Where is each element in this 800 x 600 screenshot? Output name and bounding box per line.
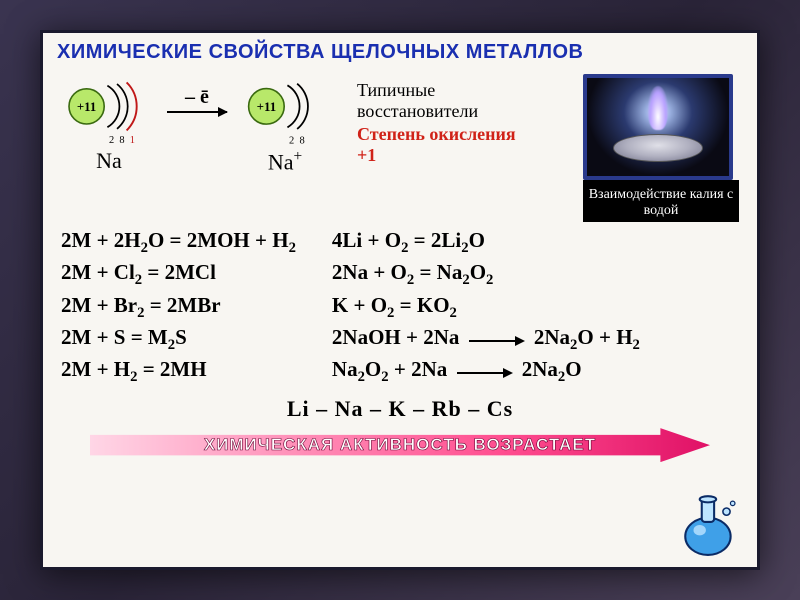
svg-text:2: 2 (109, 135, 114, 146)
flame-icon (648, 86, 668, 130)
equation: K + O2 = KO2 (332, 293, 640, 322)
arrow-line-icon (167, 111, 227, 113)
flask-icon (677, 491, 743, 557)
atom-na: +11 2 8 1 Na (61, 74, 157, 174)
descriptor-block: Типичные восстановители Степень окислени… (357, 80, 527, 166)
equations-col-left: 2M + 2H2O = 2MOH + H2 2M + Cl2 = 2MCl 2M +… (61, 228, 296, 386)
svg-text:2: 2 (289, 136, 294, 147)
descriptor-line1: Типичные восстановители (357, 80, 527, 122)
equation: 4Li + O2 = 2Li2O (332, 228, 640, 257)
equations-grid: 2M + 2H2O = 2MOH + H2 2M + Cl2 = 2MCl 2M +… (61, 228, 739, 386)
svg-text:8: 8 (119, 135, 124, 146)
slide-card: ХИМИЧЕСКИЕ СВОЙСТВА ЩЕЛОЧНЫХ МЕТАЛЛОВ +1… (40, 30, 760, 570)
equation: 2M + Br2 = 2MBr (61, 293, 296, 322)
photo-caption: Взаимодействие калия с водой (587, 187, 735, 219)
element-series: Li – Na – K – Rb – Cs (61, 396, 739, 422)
svg-text:+11: +11 (257, 99, 277, 114)
atom-na-plus: +11 2 8 Na+ (237, 74, 333, 175)
svg-text:8: 8 (300, 136, 305, 147)
reaction-photo (583, 74, 733, 180)
equation: 2NaOH + 2Na 2Na2O + H2 (332, 325, 640, 354)
equations-col-right: 4Li + O2 = 2Li2O 2Na + O2 = Na2O2 K + O2 =… (332, 228, 640, 386)
content-area: +11 2 8 1 Na – ē +11 (43, 70, 757, 472)
activity-arrow: ХИМИЧЕСКАЯ АКТИВНОСТЬ ВОЗРАСТАЕТ (90, 428, 710, 462)
nucleus-charge: +11 (77, 100, 96, 114)
atom-na-plus-diagram: +11 2 8 (237, 74, 333, 150)
atom-na-diagram: +11 2 8 1 (61, 74, 157, 150)
activity-arrow-text: ХИМИЧЕСКАЯ АКТИВНОСТЬ ВОЗРАСТАЕТ (204, 435, 596, 455)
equation: 2M + Cl2 = 2MCl (61, 260, 296, 289)
dish-icon (613, 134, 703, 162)
slide-title: ХИМИЧЕСКИЕ СВОЙСТВА ЩЕЛОЧНЫХ МЕТАЛЛОВ (43, 33, 757, 70)
electron-loss-arrow: – ē (167, 86, 227, 113)
atom-na-plus-label: Na+ (268, 148, 302, 175)
equation: 2M + S = M2S (61, 325, 296, 354)
top-row: +11 2 8 1 Na – ē +11 (61, 74, 739, 222)
photo-caption-wrap: Взаимодействие калия с водой (583, 180, 739, 222)
descriptor-line2: Степень окисления +1 (357, 124, 527, 166)
equation: 2M + H2 = 2MH (61, 357, 296, 386)
equation: 2Na + O2 = Na2O2 (332, 260, 640, 289)
photo-block: Взаимодействие калия с водой (583, 74, 739, 222)
equation: 2M + 2H2O = 2MOH + H2 (61, 228, 296, 257)
electron-loss-label: – ē (185, 86, 209, 109)
svg-text:1: 1 (130, 135, 135, 146)
equation: Na2O2 + 2Na 2Na2O (332, 357, 640, 386)
atom-na-label: Na (96, 148, 122, 174)
